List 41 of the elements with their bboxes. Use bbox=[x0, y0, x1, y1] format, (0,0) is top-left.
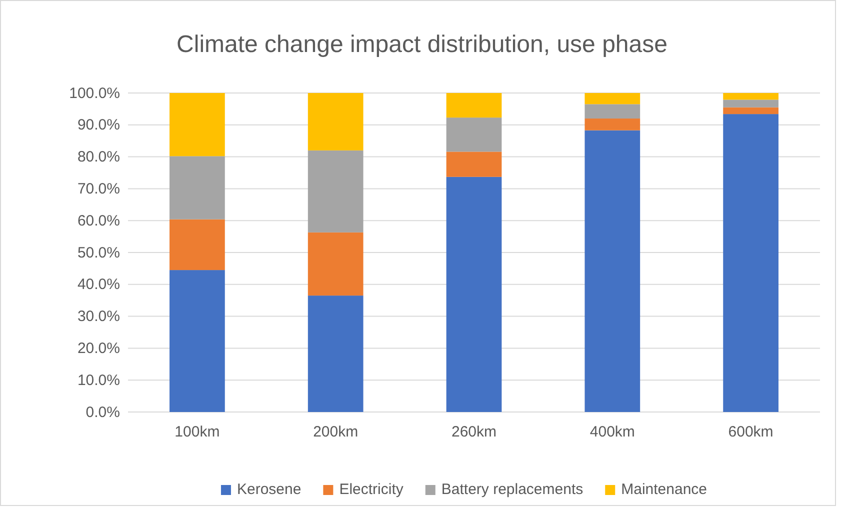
bar bbox=[308, 150, 364, 232]
y-tick-label: 80.0% bbox=[77, 148, 120, 166]
bar bbox=[723, 93, 778, 100]
bar bbox=[723, 100, 778, 108]
bar bbox=[446, 118, 502, 152]
chart-title: Climate change impact distribution, use phase bbox=[176, 31, 668, 58]
bar bbox=[584, 93, 640, 104]
y-tick-label: 0.0% bbox=[86, 404, 120, 421]
legend-label: Kerosene bbox=[236, 481, 302, 498]
bar bbox=[170, 156, 225, 220]
x-tick-label: 600km bbox=[728, 424, 774, 441]
bar bbox=[308, 93, 364, 150]
bar bbox=[446, 176, 502, 412]
y-tick-label: 100.0% bbox=[69, 84, 120, 102]
y-tick-label: 90.0% bbox=[77, 116, 120, 134]
y-tick-label: 70.0% bbox=[77, 180, 120, 198]
bar bbox=[308, 296, 364, 412]
bar bbox=[170, 93, 225, 156]
legend-label: Battery replacements bbox=[441, 481, 584, 498]
legend-label: Electricity bbox=[339, 481, 404, 498]
legend-label: Maintenance bbox=[621, 481, 708, 498]
bar bbox=[584, 130, 640, 412]
bar bbox=[170, 219, 225, 270]
y-tick-label: 60.0% bbox=[77, 212, 120, 230]
y-tick-label: 50.0% bbox=[77, 244, 120, 262]
bar bbox=[446, 93, 502, 118]
bar bbox=[584, 118, 640, 130]
y-tick-label: 10.0% bbox=[77, 372, 120, 389]
bar bbox=[308, 232, 364, 296]
y-tick-label: 20.0% bbox=[77, 340, 120, 357]
x-tick-label: 260km bbox=[451, 424, 497, 441]
x-tick-label: 400km bbox=[590, 424, 635, 441]
bar bbox=[723, 107, 778, 114]
y-tick-label: 30.0% bbox=[77, 308, 120, 326]
x-tick-label: 200km bbox=[313, 424, 358, 441]
x-tick-label: 100km bbox=[174, 424, 220, 441]
bar bbox=[584, 104, 640, 119]
bar bbox=[170, 270, 225, 412]
bar bbox=[446, 152, 502, 177]
bar bbox=[723, 114, 778, 412]
y-tick-label: 40.0% bbox=[77, 276, 120, 294]
